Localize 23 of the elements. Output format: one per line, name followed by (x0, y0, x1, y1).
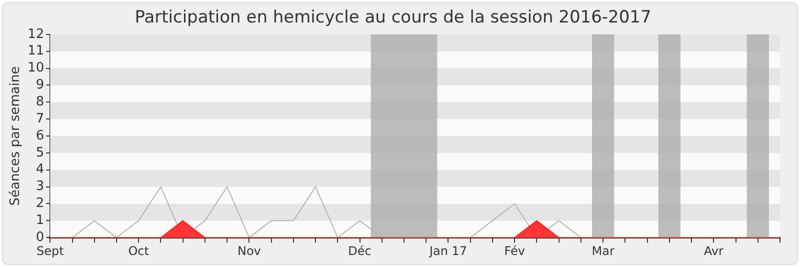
y-tick-label: 5 (36, 145, 44, 160)
x-tick-label: Oct (128, 244, 150, 258)
y-tick-label: 2 (36, 196, 44, 212)
x-tick-label: Fév (504, 244, 525, 258)
y-tick-label: 3 (36, 179, 44, 194)
chart-title: Participation en hemicycle au cours de la session 2016-2017 (134, 8, 652, 28)
y-tick-label: 6 (36, 128, 44, 144)
y-tick-label: 8 (36, 94, 44, 110)
y-tick-label: 7 (36, 111, 44, 126)
y-tick-label: 10 (28, 60, 44, 76)
y-tick-label: 1 (36, 213, 44, 228)
x-tick-label: Sept (36, 244, 64, 258)
y-axis-title: Séances par semaine (8, 66, 24, 206)
x-tick-label: Déc (348, 244, 372, 258)
x-tick-label: Nov (237, 244, 261, 258)
y-tick-label: 12 (28, 26, 44, 42)
y-tick-label: 4 (36, 162, 44, 178)
x-tick-label: Avr (704, 244, 724, 258)
y-tick-label: 0 (36, 230, 44, 245)
y-tick-label: 9 (36, 78, 44, 93)
x-tick-label: Jan 17 (428, 244, 468, 258)
x-tick-label: Mar (592, 244, 614, 258)
y-tick-label: 11 (28, 44, 44, 59)
